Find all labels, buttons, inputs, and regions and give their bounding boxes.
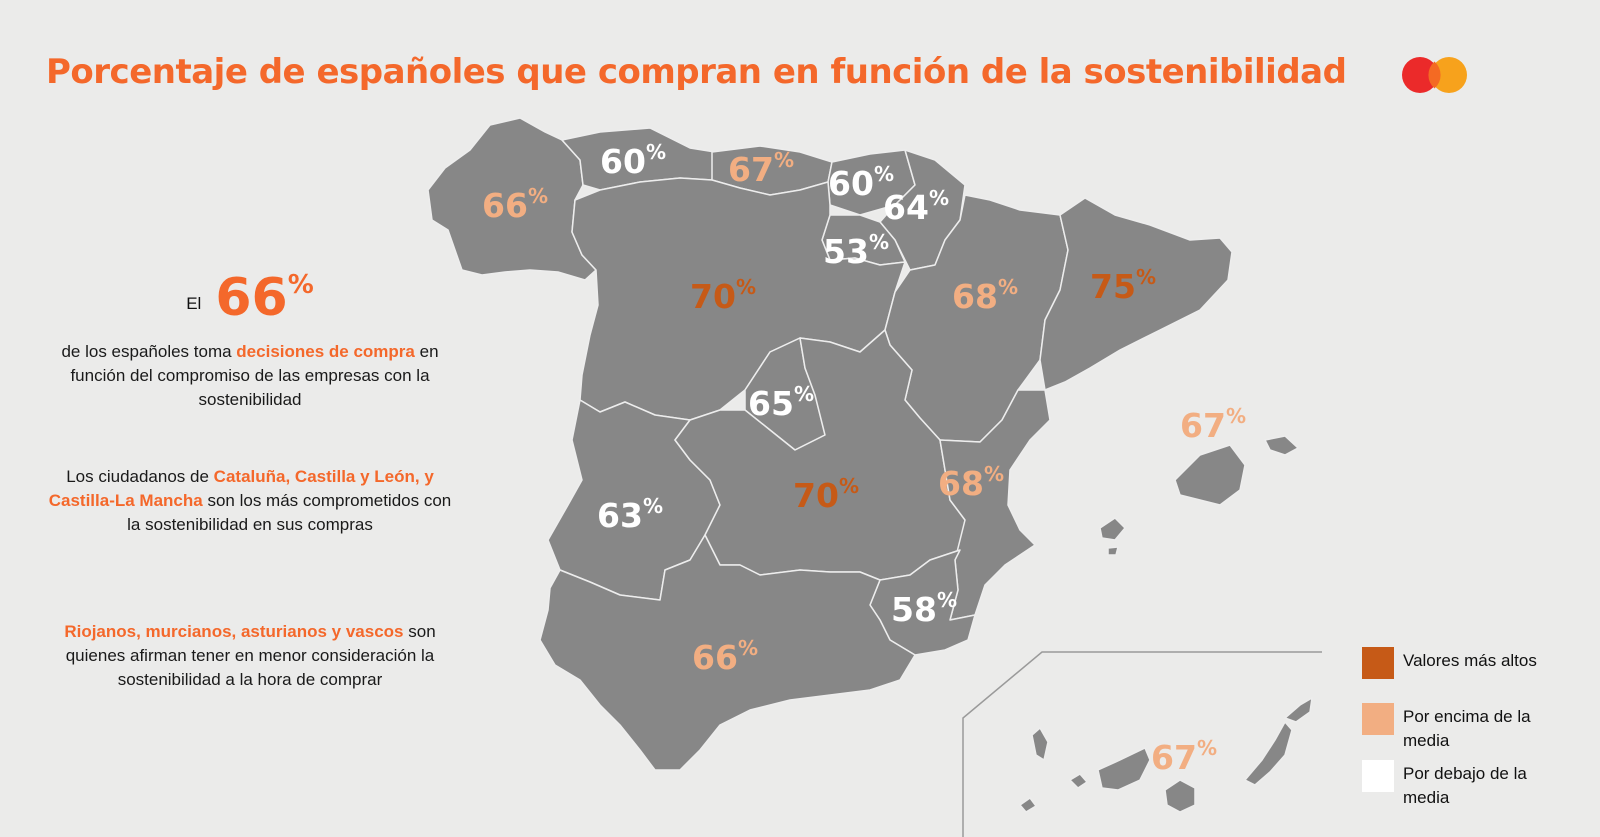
region-value-basque-country: 60%: [828, 162, 894, 203]
el-hierro-island: [1019, 797, 1037, 813]
region-value-canary-islands: 67%: [1151, 736, 1217, 777]
menorca-island: [1264, 435, 1299, 456]
paragraph-most-committed: Los ciudadanos de Cataluña, Castilla y L…: [48, 467, 452, 534]
canary-inset-frame: [962, 651, 1322, 837]
la-gomera-island: [1069, 773, 1088, 789]
region-value-valencia: 68%: [938, 462, 1004, 503]
summary-highlight: decisiones de compra: [236, 342, 415, 361]
summary-unit: %: [287, 270, 314, 300]
least-committed-regions: Riojanos, murcianos, asturianos y vascos: [64, 622, 404, 641]
fuerteventura-island: [1244, 721, 1293, 786]
summary-prefix: El: [186, 294, 202, 313]
gran-canaria-island: [1164, 779, 1196, 813]
catalonia-region: [1039, 197, 1233, 391]
la-palma-island: [1031, 727, 1049, 761]
paragraph-least-committed: Riojanos, murcianos, asturianos y vascos…: [64, 622, 436, 689]
summary-text: de los españoles toma decisiones de comp…: [61, 342, 439, 409]
region-value-castilla-la-mancha: 70%: [793, 474, 859, 515]
mallorca-island: [1174, 444, 1246, 506]
valencia-region: [939, 389, 1051, 621]
region-value-castilla-leon: 70%: [690, 275, 756, 316]
legend-label-highest: Valores más altos: [1403, 651, 1537, 670]
region-value-asturias: 60%: [600, 140, 666, 181]
summary-value: 66: [215, 268, 288, 328]
region-value-andalusia: 66%: [692, 636, 758, 677]
region-value-aragon: 68%: [952, 275, 1018, 316]
region-value-catalonia: 75%: [1090, 265, 1156, 306]
legend-label-below-average: Por debajo de la media: [1403, 764, 1527, 807]
most-committed-regions: Cataluña, Castilla y León, y Castilla-La…: [48, 467, 434, 510]
region-value-la-rioja: 53%: [823, 230, 889, 271]
page-title: Porcentaje de españoles que compran en f…: [46, 52, 1347, 92]
lanzarote-island: [1284, 697, 1313, 723]
region-value-murcia: 58%: [891, 588, 957, 629]
legend-swatch-highest: [1362, 647, 1394, 679]
summary-headline: El 66%: [40, 268, 460, 328]
legend-swatch-above-average: [1362, 703, 1394, 735]
legend-swatch-below-average: [1362, 760, 1394, 792]
region-value-extremadura: 63%: [597, 494, 663, 535]
legend-label-above-average: Por encima de la media: [1403, 707, 1531, 750]
formentera-island: [1107, 546, 1119, 556]
region-value-galicia: 66%: [482, 184, 548, 225]
ibiza-island: [1099, 517, 1126, 541]
region-value-cantabria: 67%: [728, 148, 794, 189]
region-value-balearic-islands: 67%: [1180, 404, 1246, 445]
region-value-navarre: 64%: [883, 186, 949, 227]
andalusia-region: [539, 534, 916, 771]
tenerife-island: [1097, 747, 1151, 791]
mastercard-circles-icon: [1402, 57, 1467, 93]
region-value-madrid: 65%: [748, 382, 814, 423]
